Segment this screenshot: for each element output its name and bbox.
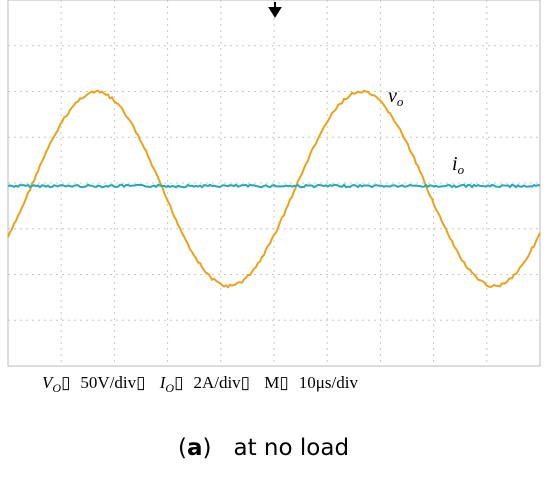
scale: 10μs/div	[299, 373, 359, 392]
channel: I	[159, 373, 167, 392]
caption-label: a	[187, 435, 203, 461]
io-label: io	[452, 153, 465, 177]
channel: M	[264, 373, 279, 392]
label-subscript: o	[397, 94, 404, 109]
caption: (a) at no load	[178, 435, 349, 461]
current-waveform	[7, 183, 541, 189]
scale-settings: VO▯ 50V/div▯ IO▯ 2A/div▯ M▯ 10μs/div	[42, 373, 358, 395]
label-subscript: o	[458, 162, 465, 177]
mark: ▯	[61, 373, 70, 392]
mark: ▯	[279, 373, 288, 392]
label-symbol: i	[452, 153, 458, 175]
voltage-waveform	[7, 89, 541, 289]
vo-label: vo	[388, 85, 404, 109]
channel-sub: O	[52, 381, 61, 395]
grid	[8, 0, 540, 366]
trigger-marker	[268, 2, 282, 18]
scale: 50V/div▯	[80, 373, 145, 392]
label-symbol: v	[388, 85, 397, 107]
mark: ▯	[174, 373, 183, 392]
caption-text: at no load	[234, 435, 350, 461]
scale: 2A/div▯	[193, 373, 250, 392]
channel-sub: O	[165, 381, 174, 395]
channel: V	[42, 373, 55, 392]
